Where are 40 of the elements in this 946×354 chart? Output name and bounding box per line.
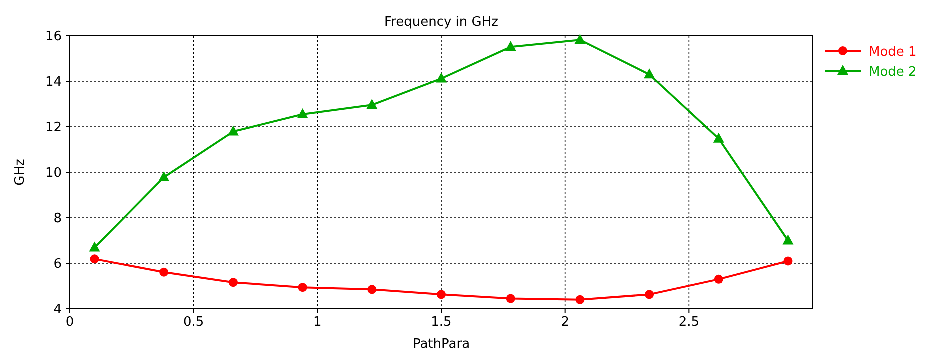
- y-tick-label: 10: [45, 166, 62, 181]
- legend-label: Mode 1: [869, 45, 917, 60]
- y-tick-label: 8: [54, 212, 62, 226]
- y-tick-label: 6: [54, 257, 62, 272]
- point: [644, 68, 656, 79]
- y-axis-title: GHz: [13, 158, 28, 186]
- point: [366, 99, 378, 110]
- point: [160, 268, 169, 277]
- x-tick-label: 0: [66, 315, 74, 330]
- point: [89, 242, 100, 252]
- point: [782, 234, 794, 245]
- point: [576, 295, 585, 304]
- point: [574, 34, 586, 44]
- y-tick-label: 12: [45, 120, 62, 136]
- point: [714, 274, 724, 284]
- point: [437, 290, 446, 300]
- x-tick-label: 2.5: [678, 315, 700, 330]
- x-axis-title: PathPara: [412, 337, 470, 352]
- point: [298, 283, 308, 292]
- point: [368, 285, 377, 294]
- chart-title: Frequency in GHz: [384, 15, 499, 30]
- point: [436, 72, 447, 83]
- point: [90, 254, 100, 264]
- y-tick-label: 14: [45, 75, 62, 90]
- point: [228, 126, 239, 136]
- x-tick-label: 0.5: [183, 315, 204, 330]
- point: [297, 108, 308, 118]
- y-tick-label: 4: [54, 302, 62, 318]
- y-tick-label: 16: [45, 30, 62, 44]
- x-tick-label: 2: [561, 315, 570, 330]
- point: [784, 256, 793, 266]
- point: [506, 294, 516, 304]
- point: [645, 290, 654, 300]
- point: [713, 132, 724, 143]
- point: [158, 172, 170, 182]
- point: [228, 278, 238, 288]
- x-tick-label: 1.5: [431, 315, 452, 330]
- point: [505, 41, 516, 52]
- x-tick-label: 1: [314, 315, 322, 330]
- legend-label: Mode 2: [869, 65, 917, 80]
